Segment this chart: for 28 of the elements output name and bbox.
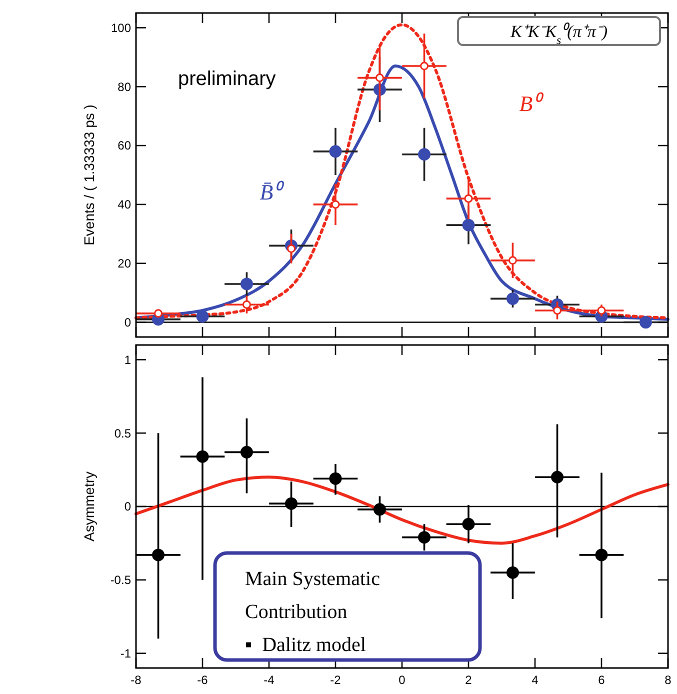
x-tick-label: -6 bbox=[197, 673, 208, 687]
annotation: K⁺K⁻K$_{s}$⁰(π⁺π⁻) bbox=[509, 22, 608, 47]
x-tick-label: 2 bbox=[465, 673, 472, 687]
y-tick-label: -1 bbox=[120, 646, 132, 661]
y-tick-label: 0.5 bbox=[114, 426, 132, 440]
x-tick-label: 4 bbox=[532, 673, 539, 687]
x-tick-label: -8 bbox=[130, 673, 142, 687]
y-tick-label: 80 bbox=[118, 80, 132, 94]
y-tick-label: 100 bbox=[110, 20, 132, 35]
y-tick-label: 0 bbox=[124, 315, 132, 330]
series-label: B̄⁰ bbox=[260, 180, 286, 205]
x-tick-label: 6 bbox=[598, 673, 606, 687]
y-tick-label: -0.5 bbox=[110, 573, 132, 588]
annotation: preliminary bbox=[178, 68, 276, 90]
annotation: ▪ Dalitz model bbox=[245, 634, 366, 656]
y-tick-label: 1 bbox=[124, 352, 132, 367]
y-axis-title: Events / ( 1.33333 ps ) bbox=[81, 104, 97, 246]
y-tick-label: 0 bbox=[124, 500, 132, 514]
y-tick-label: 40 bbox=[118, 198, 132, 212]
annotation: Main Systematic Contribution bbox=[245, 568, 380, 623]
text: B⁰ bbox=[519, 91, 545, 116]
y-axis-title: Asymmetry bbox=[81, 472, 97, 542]
y-tick-label: 20 bbox=[118, 256, 132, 271]
x-tick-label: -2 bbox=[330, 673, 342, 687]
x-tick-label: 8 bbox=[664, 673, 672, 687]
y-tick-label: 60 bbox=[118, 138, 132, 153]
x-tick-label: -4 bbox=[264, 673, 275, 687]
x-tick-label: 0 bbox=[398, 673, 406, 687]
